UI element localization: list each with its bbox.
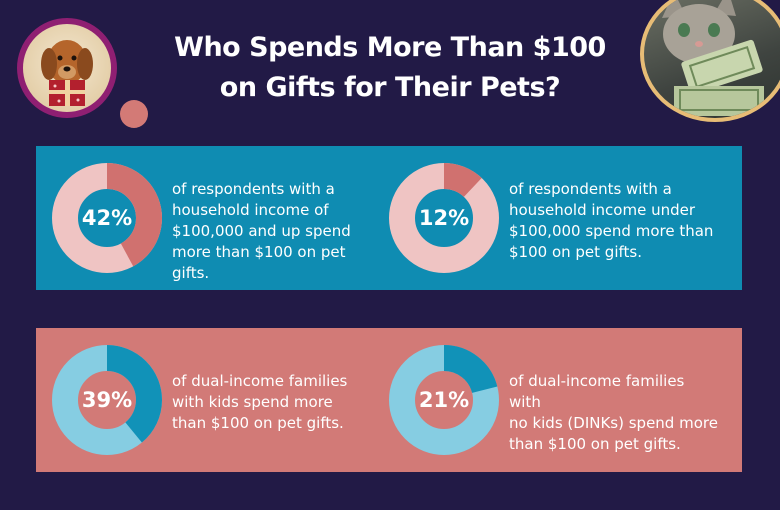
stat-dinks: 21% of dual-income families with no kids… xyxy=(373,328,742,472)
donut-chart-42 xyxy=(52,163,162,273)
desc-line: more than $100 on pet gifts. xyxy=(172,243,346,282)
desc-line: $100,000 and up spend xyxy=(172,222,351,240)
stat-description: of respondents with a household income u… xyxy=(509,179,719,263)
desc-line: household income of xyxy=(172,201,329,219)
donut-value-arc xyxy=(389,345,499,455)
desc-line: of respondents with a xyxy=(172,180,335,198)
cat-illustration xyxy=(662,0,764,116)
title-line-2: on Gifts for Their Pets? xyxy=(219,72,561,103)
top-panel: 42% of respondents with a household inco… xyxy=(36,146,742,290)
donut-chart-21 xyxy=(389,345,499,455)
bottom-panel: 39% of dual-income families with kids sp… xyxy=(36,328,742,472)
dog-illustration xyxy=(41,40,93,106)
desc-line: than $100 on pet gifts. xyxy=(172,414,344,432)
stat-description: of respondents with a household income o… xyxy=(172,179,382,284)
stat-income-under-100k: 12% of respondents with a household inco… xyxy=(373,146,742,290)
desc-line: household income under xyxy=(509,201,696,219)
stat-description: of dual-income families with kids spend … xyxy=(172,371,382,434)
stat-description: of dual-income families with no kids (DI… xyxy=(509,371,719,455)
donut-chart-39 xyxy=(52,345,162,455)
donut-value-arc xyxy=(52,345,162,455)
desc-line: of dual-income families xyxy=(172,372,348,390)
stat-percent: 39% xyxy=(81,388,133,412)
dog-with-gift-photo xyxy=(17,18,117,118)
desc-line: of dual-income families with xyxy=(509,372,685,411)
stat-income-100k-and-up: 42% of respondents with a household inco… xyxy=(36,146,386,290)
stat-dual-income-with-kids: 39% of dual-income families with kids sp… xyxy=(36,328,386,472)
desc-line: $100 on pet gifts. xyxy=(509,243,642,261)
stat-percent: 21% xyxy=(418,388,470,412)
desc-line: of respondents with a xyxy=(509,180,672,198)
decorative-dot xyxy=(120,100,148,128)
page-title: Who Spends More Than $100 on Gifts for T… xyxy=(130,28,650,108)
desc-line: no kids (DINKs) spend more xyxy=(509,414,718,432)
desc-line: than $100 on pet gifts. xyxy=(509,435,681,453)
desc-line: $100,000 spend more than xyxy=(509,222,714,240)
cat-with-money-photo xyxy=(640,0,780,122)
donut-value-arc xyxy=(52,163,162,273)
desc-line: with kids spend more xyxy=(172,393,333,411)
stat-percent: 42% xyxy=(81,206,133,230)
donut-value-arc xyxy=(389,163,499,273)
title-line-1: Who Spends More Than $100 xyxy=(174,32,606,63)
donut-chart-12 xyxy=(389,163,499,273)
stat-percent: 12% xyxy=(418,206,470,230)
